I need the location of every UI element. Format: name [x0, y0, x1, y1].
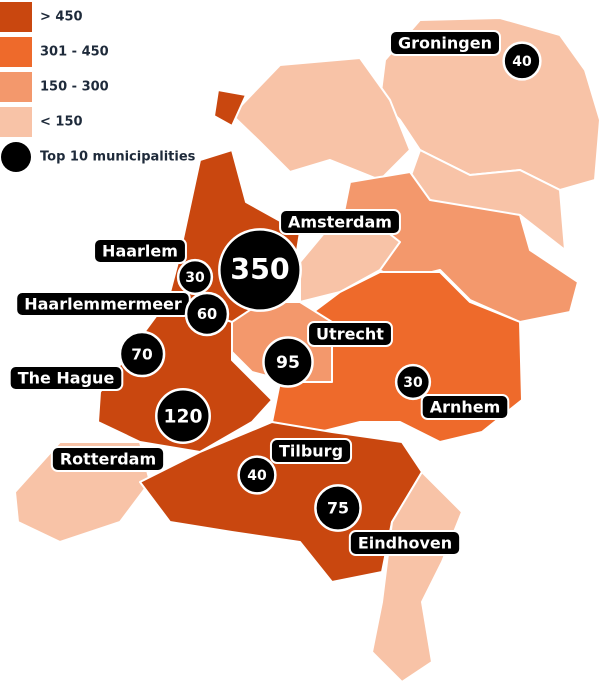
- city: Eindhoven 75: [314, 484, 462, 556]
- city-label: Haarlem: [102, 242, 178, 261]
- city-label: Arnhem: [430, 398, 501, 417]
- city-label: Eindhoven: [358, 534, 452, 553]
- city: Haarlem 30: [93, 238, 214, 296]
- legend: > 450 301 - 450 150 - 300 < 150 Top 10 munic…: [0, 2, 196, 172]
- bubble: [314, 484, 362, 532]
- legend-label: Top 10 municipalities: [40, 150, 196, 165]
- legend-swatch: [0, 37, 32, 67]
- bubble: [218, 228, 302, 312]
- bubble: [262, 336, 314, 388]
- legend-swatch: [0, 2, 32, 32]
- city-label-box: [93, 238, 187, 264]
- bubble-value: 40: [512, 54, 532, 70]
- legend-label: < 150: [40, 115, 83, 130]
- city: Arnhem 30: [394, 363, 510, 420]
- bubble: [118, 330, 166, 378]
- bubble-value: 95: [276, 353, 300, 373]
- city: Rotterdam 120: [50, 388, 211, 472]
- city-label-box: [8, 365, 124, 391]
- province: [379, 17, 600, 191]
- bubble-value: 30: [185, 270, 205, 286]
- city-label-box: [348, 530, 462, 556]
- city-label: Haarlemmermeer: [24, 295, 182, 314]
- legend-label: 301 - 450: [40, 45, 109, 60]
- bubble-value: 60: [197, 306, 217, 323]
- city-label: Tilburg: [279, 442, 343, 461]
- legend-swatch: [0, 107, 32, 137]
- bubble-value: 70: [131, 346, 152, 364]
- bubble-value: 40: [247, 468, 267, 484]
- province: [231, 57, 411, 181]
- province: [371, 471, 463, 683]
- city: Amsterdam 350: [218, 209, 401, 312]
- city-label-box: [50, 446, 166, 472]
- city: Groningen 40: [389, 30, 542, 81]
- city-label: The Hague: [18, 369, 115, 388]
- bubble: [155, 388, 211, 444]
- bubble-value: 75: [327, 499, 349, 518]
- bubble: [394, 363, 432, 401]
- city-label: Groningen: [398, 34, 492, 53]
- city: The Hague 70: [8, 330, 166, 391]
- city-label-box: [279, 209, 401, 235]
- city-label-box: [307, 321, 393, 347]
- bubble: [176, 258, 214, 296]
- city: Tilburg 40: [237, 438, 353, 495]
- bubble-value: 350: [230, 253, 289, 286]
- city: Utrecht 95: [262, 321, 393, 388]
- province: [213, 89, 247, 127]
- cities: Groningen40Amsterdam350Haarlem30Haarlemm…: [8, 30, 542, 556]
- legend-label: 150 - 300: [40, 80, 109, 95]
- bubble-value: 120: [163, 407, 202, 428]
- city-label: Rotterdam: [60, 450, 156, 469]
- city-label: Amsterdam: [288, 213, 392, 232]
- legend-swatch: [0, 72, 32, 102]
- legend-label: > 450: [40, 10, 83, 25]
- city-label: Utrecht: [316, 325, 384, 344]
- bubble: [237, 455, 277, 495]
- bubble: [502, 41, 542, 81]
- city-label-box: [269, 438, 353, 464]
- city: Haarlemmermeer 60: [15, 291, 230, 337]
- city-label-box: [389, 30, 501, 56]
- legend-swatch: [1, 142, 31, 172]
- bubble-value: 30: [403, 375, 423, 391]
- city-label-box: [420, 394, 510, 420]
- bubble: [184, 291, 230, 337]
